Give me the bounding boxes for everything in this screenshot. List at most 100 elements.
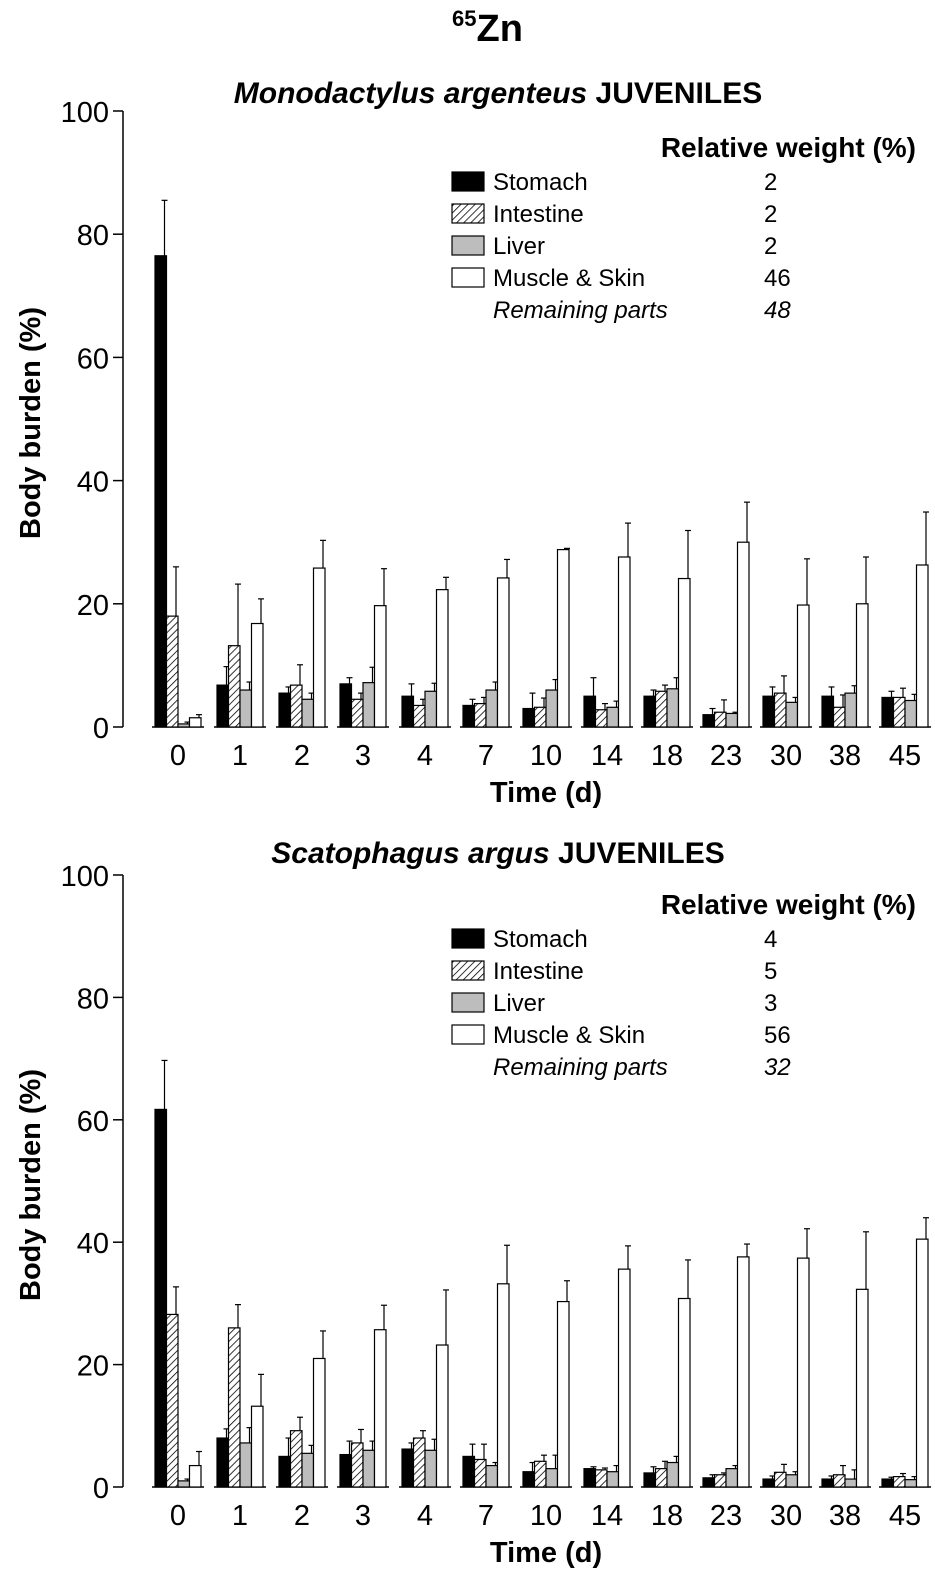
x-axis-label: Time (d) xyxy=(490,777,602,809)
x-tick-label: 18 xyxy=(651,1500,683,1532)
bar-muscle xyxy=(312,1357,326,1488)
bar-intestine xyxy=(713,711,727,728)
bar-intestine xyxy=(832,706,846,728)
bar-liver xyxy=(239,1442,253,1488)
x-tick-label: 0 xyxy=(170,1500,186,1532)
bar-liver xyxy=(904,1479,918,1488)
x-tick-label: 7 xyxy=(478,1500,494,1532)
x-tick-label: 1 xyxy=(232,740,248,772)
bar-stomach xyxy=(702,714,716,728)
bar-muscle xyxy=(677,1297,691,1488)
legend-swatch-intestine xyxy=(451,960,485,981)
bar-muscle xyxy=(435,1344,449,1488)
legend-label: Muscle & Skin xyxy=(493,265,645,292)
bar-liver xyxy=(725,712,739,728)
bar-liver xyxy=(725,1468,739,1488)
bar-stomach xyxy=(216,684,230,728)
x-tick-label: 45 xyxy=(889,740,921,772)
bar-group-day-30 xyxy=(762,558,810,728)
bar-group-day-4 xyxy=(401,576,449,728)
bar-group-day-2 xyxy=(278,539,326,728)
bar-stomach xyxy=(462,704,476,728)
legend-weight: 5 xyxy=(764,958,777,985)
legend-label: Liver xyxy=(493,233,545,260)
bar-liver xyxy=(844,692,858,728)
bar-group-day-7 xyxy=(462,558,510,728)
y-tick-label: 0 xyxy=(93,1473,109,1505)
bar-intestine xyxy=(412,1437,426,1488)
bar-liver xyxy=(301,698,315,728)
bar-stomach xyxy=(643,1472,657,1488)
bar-muscle xyxy=(188,1464,202,1488)
bar-intestine xyxy=(289,684,303,728)
x-tick-label: 23 xyxy=(710,740,742,772)
bar-liver xyxy=(424,1449,438,1488)
chart-title-species: Scatophagus argus xyxy=(271,837,549,870)
bar-stomach xyxy=(821,695,835,728)
x-tick-label: 4 xyxy=(417,1500,433,1532)
bar-liver xyxy=(485,689,499,728)
bar-intestine xyxy=(773,1471,787,1488)
x-tick-label: 4 xyxy=(417,740,433,772)
x-tick-label: 2 xyxy=(294,1500,310,1532)
bar-stomach xyxy=(522,1471,536,1488)
bar-intestine xyxy=(473,702,487,728)
legend-swatch-stomach xyxy=(451,928,485,949)
bar-intestine xyxy=(773,692,787,728)
bar-stomach xyxy=(401,695,415,728)
x-tick-label: 30 xyxy=(770,740,802,772)
bar-intestine xyxy=(594,1469,608,1488)
bar-group-day-23 xyxy=(702,501,750,728)
x-tick-label: 38 xyxy=(829,740,861,772)
bar-muscle xyxy=(250,622,264,728)
bar-group-day-7 xyxy=(462,1244,510,1488)
bar-group-day-18 xyxy=(643,529,691,728)
bar-stomach xyxy=(339,683,353,728)
bar-stomach xyxy=(278,692,292,728)
bar-group-day-45 xyxy=(881,511,929,728)
y-axis-label: Body burden (%) xyxy=(15,1069,47,1301)
bar-liver xyxy=(606,706,620,728)
y-tick-label: 20 xyxy=(77,1351,109,1383)
x-tick-label: 45 xyxy=(889,1500,921,1532)
bar-group-day-2 xyxy=(278,1330,326,1488)
legend-weight: 4 xyxy=(764,926,777,953)
chart-title: Scatophagus argus JUVENILES xyxy=(271,837,724,870)
bar-liver xyxy=(424,690,438,728)
legend-weight: 2 xyxy=(764,169,777,196)
y-tick-label: 100 xyxy=(61,861,109,893)
y-tick-label: 40 xyxy=(77,1228,109,1260)
x-tick-label: 38 xyxy=(829,1500,861,1532)
x-tick-label: 3 xyxy=(355,1500,371,1532)
bar-muscle xyxy=(556,548,570,728)
y-tick-label: 0 xyxy=(93,713,109,745)
bar-intestine xyxy=(892,696,906,728)
y-tick-label: 60 xyxy=(77,343,109,375)
legend-weight-remaining: 32 xyxy=(764,1054,791,1081)
legend-label: Stomach xyxy=(493,169,588,196)
bar-intestine xyxy=(473,1458,487,1488)
bar-muscle xyxy=(736,1256,750,1488)
bar-group-day-0 xyxy=(154,1059,202,1488)
y-tick-label: 100 xyxy=(61,97,109,129)
legend-swatch-muscle xyxy=(451,1024,485,1045)
bar-liver xyxy=(362,682,376,728)
bar-muscle xyxy=(855,1288,869,1488)
element-symbol: Zn xyxy=(476,8,523,50)
legend-swatch-liver xyxy=(451,992,485,1013)
bar-stomach xyxy=(583,1468,597,1488)
legend-swatch-muscle xyxy=(451,267,485,288)
y-tick-label: 20 xyxy=(77,590,109,622)
x-tick-label: 23 xyxy=(710,1500,742,1532)
bar-intestine xyxy=(227,1327,241,1488)
x-axis-label: Time (d) xyxy=(490,1537,602,1569)
bar-stomach xyxy=(762,695,776,728)
bar-group-day-10 xyxy=(522,547,570,728)
bar-liver xyxy=(785,701,799,728)
legend-label: Liver xyxy=(493,990,545,1017)
bar-stomach xyxy=(462,1455,476,1488)
bar-intestine xyxy=(654,1468,668,1488)
y-tick-label: 80 xyxy=(77,983,109,1015)
bar-intestine xyxy=(533,1460,547,1488)
